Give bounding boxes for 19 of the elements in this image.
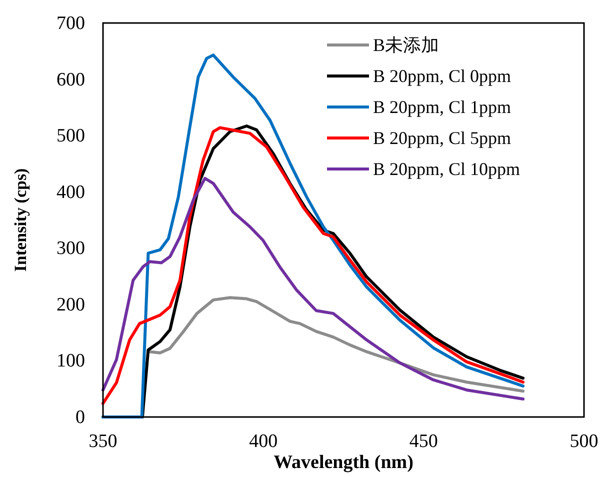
y-tick-label: 100: [56, 350, 85, 372]
x-tick-label: 450: [409, 431, 438, 452]
x-tick-label: 350: [88, 431, 118, 452]
x-tick-label: 400: [249, 431, 278, 452]
y-tick-label: 600: [56, 69, 85, 90]
y-axis-title: Intensity (cps): [11, 168, 30, 272]
y-tick-label: 0: [76, 407, 85, 428]
legend-label: B 20ppm, Cl 5ppm: [373, 128, 512, 148]
y-tick-label: 700: [56, 13, 85, 34]
legend-label: B未添加: [373, 35, 440, 55]
legend-label: B 20ppm, Cl 0ppm: [373, 66, 512, 86]
y-tick-label: 500: [56, 126, 85, 147]
y-tick-label: 400: [56, 182, 85, 203]
legend-label: B 20ppm, Cl 10ppm: [373, 159, 520, 179]
y-tick-label: 300: [56, 238, 85, 260]
y-tick-label: 200: [56, 294, 85, 316]
legend-label: B 20ppm, Cl 1ppm: [373, 97, 512, 117]
x-tick-label: 500: [570, 431, 598, 452]
x-axis-title: Wavelength (nm): [274, 452, 414, 473]
